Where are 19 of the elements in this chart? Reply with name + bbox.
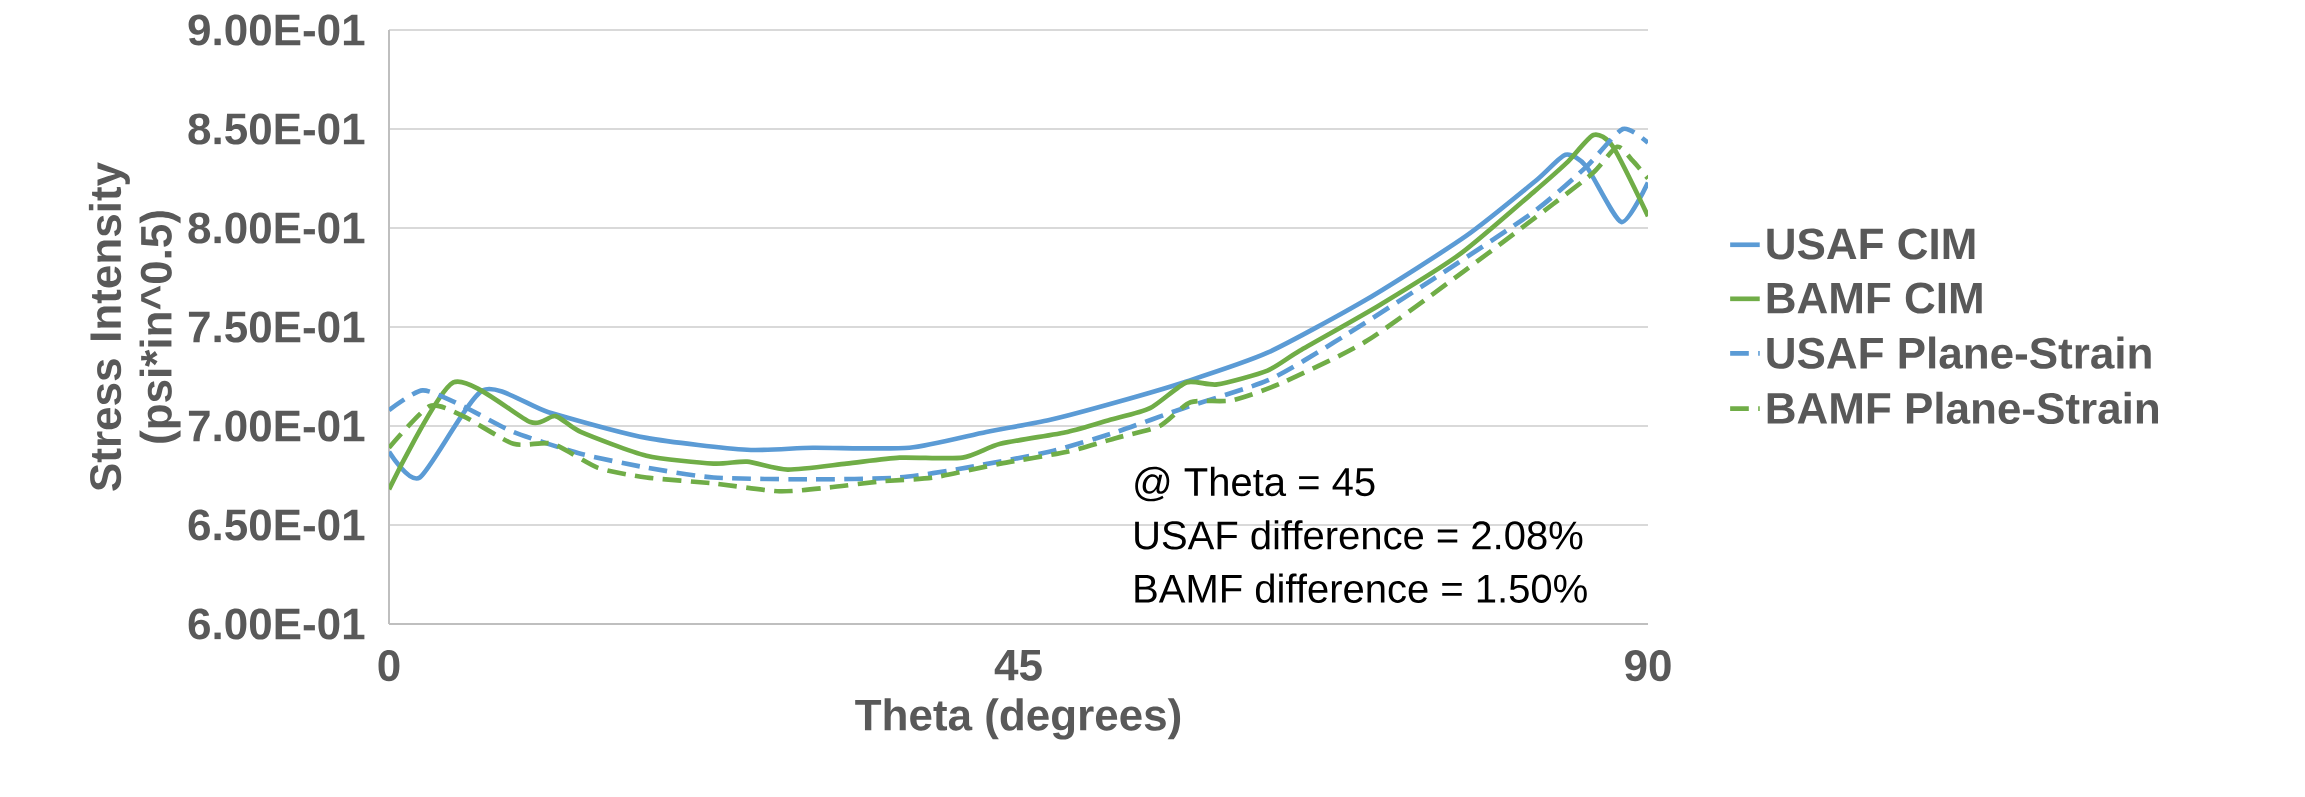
legend-label: BAMF Plane-Strain	[1767, 391, 2159, 425]
annotation: USAF difference = 2.08%	[1135, 520, 1583, 550]
annotation: @ Theta = 45	[1135, 466, 1375, 502]
y-tick-label: 9.00E-01	[188, 14, 365, 46]
y-tick-label: 6.00E-01	[188, 608, 365, 640]
y-tick-label: 8.50E-01	[188, 113, 365, 145]
legend-label: USAF CIM	[1767, 228, 1975, 260]
y-axis-title: Stress Intensity (psi*in^0.5)	[88, 162, 181, 491]
x-tick-label: 45	[994, 650, 1042, 681]
x-tick-label: 0	[378, 650, 400, 682]
x-axis-title: Theta (degrees)	[855, 698, 1181, 740]
y-tick-label: 6.50E-01	[188, 509, 365, 541]
y-tick-label: 7.00E-01	[188, 410, 365, 442]
legend-label: BAMF CIM	[1767, 282, 1982, 314]
y-tick-label: 8.00E-01	[188, 212, 365, 244]
annotation: BAMF difference = 1.50%	[1135, 573, 1587, 603]
legend-label: USAF Plane-Strain	[1767, 336, 2151, 369]
x-tick-label: 90	[1625, 650, 1671, 682]
y-tick-label: 7.50E-01	[188, 311, 365, 343]
